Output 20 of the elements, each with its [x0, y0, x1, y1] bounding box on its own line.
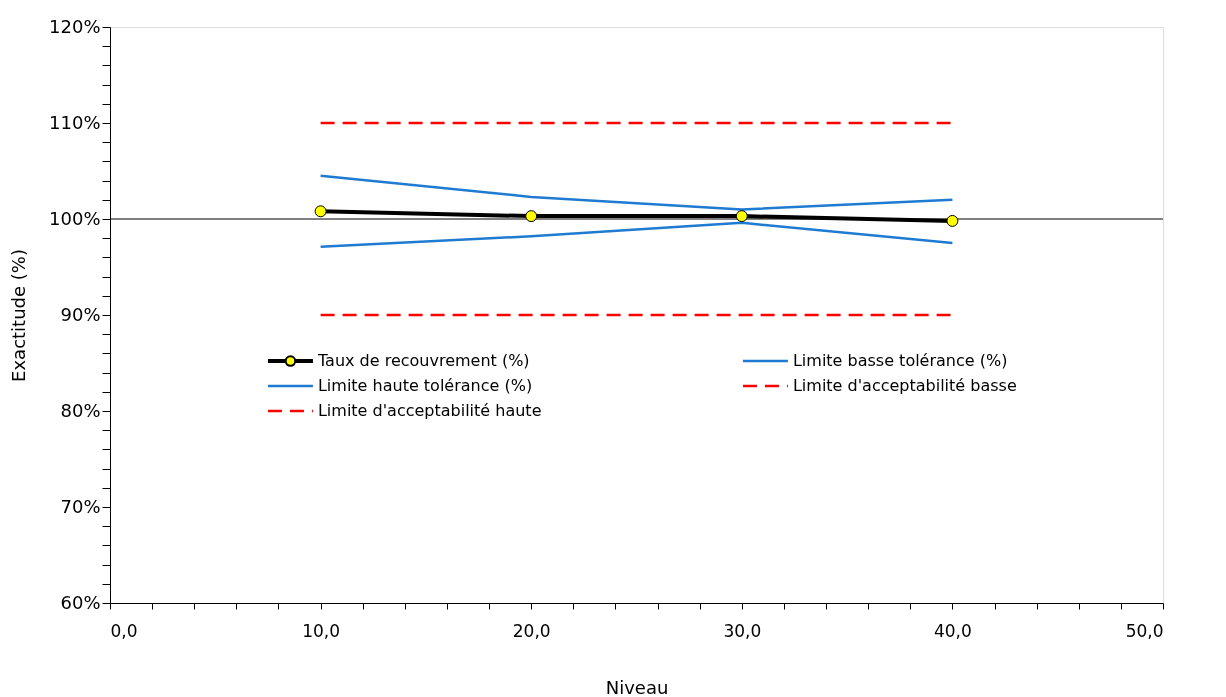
legend-label: Limite basse tolérance (%)	[792, 351, 1008, 371]
x-tick-label: 30,0	[723, 620, 762, 641]
x-tick-label: 10,0	[302, 620, 341, 641]
x-tick-label: 50,0	[1125, 620, 1164, 641]
legend-label: Taux de recouvrement (%)	[316, 351, 530, 371]
y-tick-label: 110%	[49, 111, 101, 133]
y-tick-label: 60%	[60, 591, 101, 613]
y-axis-title: Exactitude (%)	[8, 249, 30, 382]
y-tick-label: 120%	[49, 15, 101, 37]
y-tick-label: 80%	[60, 399, 101, 421]
legend-label: Limite d'acceptabilité haute	[317, 401, 542, 421]
y-tick-label: 90%	[60, 303, 101, 325]
legend-label: Limite haute tolérance (%)	[317, 376, 533, 396]
x-tick-label: 0,0	[110, 620, 138, 641]
x-axis-title: Niveau	[605, 676, 669, 697]
y-tick-label: 70%	[60, 495, 101, 517]
x-tick-label: 20,0	[512, 620, 551, 641]
x-tick-label: 40,0	[933, 620, 972, 641]
y-tick-label: 100%	[49, 207, 101, 229]
legend-label: Limite d'acceptabilité basse	[792, 376, 1017, 396]
